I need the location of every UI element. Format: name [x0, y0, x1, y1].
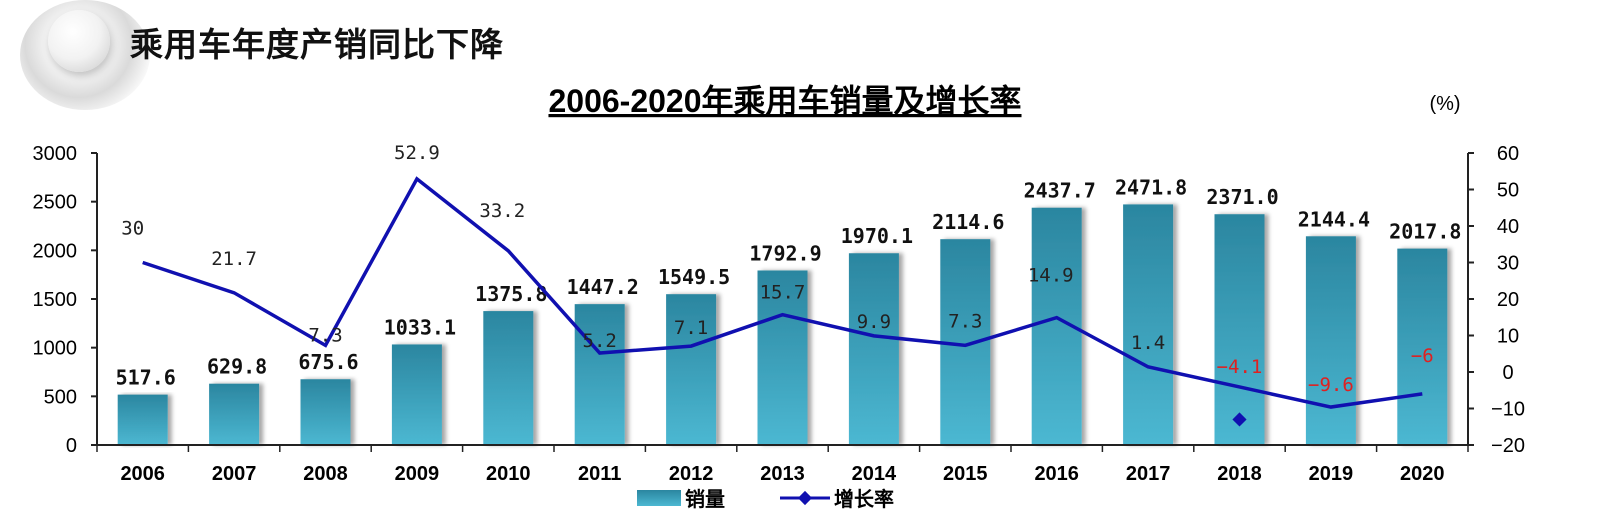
growth-value-label: 9.9	[857, 311, 891, 333]
bar-2009	[391, 344, 442, 445]
growth-value-label: 7.3	[948, 310, 982, 332]
left-tick-label: 3000	[33, 143, 78, 165]
growth-value-label: 1.4	[1131, 332, 1165, 354]
legend-diamond-icon	[797, 490, 813, 506]
bar-2018	[1214, 214, 1265, 445]
x-tick-label: 2011	[578, 463, 621, 485]
bar-value-label: 2437.7	[1024, 179, 1096, 203]
growth-value-label: −4.1	[1217, 356, 1263, 378]
bar-value-label: 2017.8	[1389, 220, 1461, 244]
left-tick-label: 1500	[33, 289, 78, 311]
growth-value-label: 14.9	[1028, 265, 1074, 287]
growth-rate-line	[142, 176, 1423, 409]
growth-value-label: 33.2	[479, 200, 525, 222]
bar-value-label: 2114.6	[932, 210, 1004, 234]
growth-value-label: 7.1	[674, 317, 708, 339]
left-tick-label: 2000	[33, 240, 78, 262]
legend-swatch-sales	[637, 490, 681, 506]
right-tick-label: −20	[1491, 435, 1525, 457]
x-tick-label: 2006	[120, 463, 165, 485]
growth-value-label: 15.7	[760, 282, 806, 304]
right-axis-unit: (%)	[1429, 93, 1460, 115]
x-tick-label: 2012	[669, 463, 714, 485]
right-tick-label: 30	[1497, 253, 1519, 275]
bar-value-label: 2144.4	[1298, 207, 1370, 231]
bar-2012	[666, 294, 717, 445]
right-tick-label: 20	[1497, 289, 1519, 311]
bar-value-label: 1549.5	[658, 265, 730, 289]
bar-value-label: 2471.8	[1115, 175, 1187, 199]
chart-title: 2006-2020年乘用车销量及增长率	[548, 83, 1021, 119]
bar-2011	[574, 304, 625, 445]
bar-2020	[1397, 248, 1448, 445]
x-tick-label: 2007	[212, 463, 257, 485]
right-tick-label: −10	[1491, 399, 1525, 421]
bar-value-label: 2371.0	[1206, 185, 1278, 209]
x-tick-label: 2014	[852, 463, 897, 485]
bar-2007	[209, 383, 260, 445]
bar-value-label: 1033.1	[384, 315, 456, 339]
stray-diamond-marker	[1232, 412, 1247, 427]
bar-2006	[117, 394, 168, 445]
bar-2013	[757, 270, 808, 445]
x-tick-label: 2017	[1126, 463, 1171, 485]
growth-value-label: 21.7	[211, 248, 257, 270]
bar-value-label: 629.8	[207, 355, 267, 379]
bar-2017	[1123, 204, 1174, 445]
growth-value-label: 5.2	[583, 330, 617, 352]
bar-value-label: 517.6	[116, 366, 176, 390]
right-tick-label: 50	[1497, 180, 1519, 202]
left-tick-label: 2500	[33, 192, 78, 214]
right-tick-label: 60	[1497, 143, 1519, 165]
bar-value-label: 1447.2	[567, 275, 639, 299]
right-tick-label: 40	[1497, 216, 1519, 238]
x-tick-label: 2015	[943, 463, 988, 485]
bar-value-label: 675.6	[298, 350, 358, 374]
bar-value-label: 1792.9	[749, 241, 821, 265]
legend-label-sales: 销量	[685, 487, 725, 511]
decorative-ball-icon	[48, 10, 110, 72]
x-tick-label: 2020	[1400, 463, 1445, 485]
growth-value-label: 7.3	[308, 324, 342, 346]
left-tick-label: 1000	[33, 338, 78, 360]
x-tick-label: 2016	[1034, 463, 1079, 485]
x-tick-label: 2019	[1309, 463, 1354, 485]
bar-value-label: 1970.1	[841, 224, 913, 248]
x-tick-label: 2008	[303, 463, 348, 485]
x-tick-label: 2013	[760, 463, 805, 485]
growth-value-label: −6	[1411, 345, 1434, 367]
bar-2019	[1305, 236, 1356, 445]
growth-value-label: −9.6	[1308, 374, 1354, 396]
x-tick-label: 2010	[486, 463, 531, 485]
left-tick-label: 0	[66, 435, 77, 457]
left-tick-label: 500	[44, 386, 77, 408]
bar-value-label: 1375.8	[475, 282, 547, 306]
x-tick-label: 2018	[1217, 463, 1262, 485]
right-tick-label: 0	[1502, 362, 1513, 384]
growth-value-label: 30	[121, 218, 144, 240]
slide-heading: 乘用车年度产销同比下降	[130, 26, 504, 63]
growth-value-label: 52.9	[394, 142, 440, 164]
bar-2010	[483, 311, 534, 445]
legend-label-growth: 增长率	[834, 487, 894, 511]
bar-2014	[848, 253, 899, 445]
bar-2008	[300, 379, 351, 445]
right-tick-label: 10	[1497, 326, 1519, 348]
x-tick-label: 2009	[395, 463, 440, 485]
